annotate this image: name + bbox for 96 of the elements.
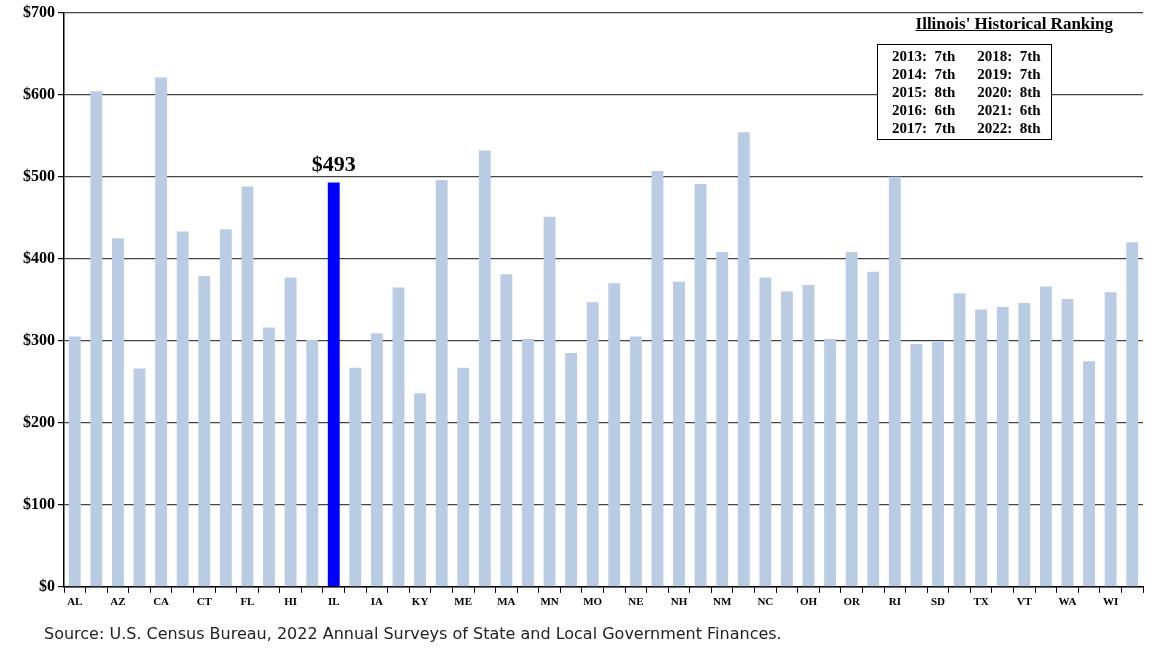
x-tick-label: MO: [583, 595, 603, 608]
bar: [500, 274, 513, 587]
bar: [1104, 292, 1117, 587]
x-tick-label: IL: [327, 595, 340, 608]
x-tick-label: WA: [1058, 595, 1077, 608]
x-tick-label: NH: [670, 595, 688, 608]
x-tick-label: MN: [540, 595, 559, 608]
bar: [457, 367, 470, 587]
y-tick-label: $0: [39, 576, 55, 594]
bar: [435, 179, 448, 587]
x-tick-label: AL: [67, 595, 83, 608]
bar: [975, 309, 988, 587]
bar: [737, 132, 750, 587]
bar: [370, 333, 383, 587]
bar: [198, 275, 211, 587]
bar: [781, 291, 793, 587]
x-tick-label: HI: [284, 595, 298, 608]
bar: [694, 184, 707, 587]
x-tick-label: FL: [240, 595, 255, 608]
source-note: Source: U.S. Census Bureau, 2022 Annual Surveys of State and Local Government Finances.: [44, 624, 782, 643]
bar: [241, 186, 254, 587]
bar: [932, 341, 944, 587]
bar: [996, 307, 1009, 587]
bar: [759, 277, 772, 587]
bar: [1061, 298, 1074, 587]
y-tick-label: $500: [23, 166, 55, 184]
bar: [1126, 242, 1139, 587]
bar: [802, 284, 815, 587]
annotation: 2015: 8th: [892, 83, 956, 101]
bar: [673, 281, 685, 587]
x-tick-label: IA: [370, 595, 384, 608]
y-tick-label: $400: [23, 248, 55, 266]
annotation: 2018: 7th: [977, 47, 1041, 65]
x-tick-label: CA: [153, 595, 170, 608]
bar: [845, 252, 858, 587]
annotation: 2020: 8th: [977, 83, 1041, 101]
bar: [68, 336, 81, 587]
annotation: 2019: 7th: [977, 65, 1041, 83]
bar: [414, 393, 426, 587]
bar: [176, 231, 189, 587]
bar: [263, 327, 275, 587]
bar: [306, 339, 319, 587]
x-tick-label: KY: [411, 595, 429, 608]
bar: [478, 150, 491, 587]
y-tick-label: $600: [23, 84, 55, 102]
bar: [219, 229, 232, 587]
bar: [716, 252, 729, 587]
x-tick-label: CT: [196, 595, 213, 608]
annotation: 2017: 7th: [892, 119, 956, 137]
annotation: 2013: 7th: [892, 47, 956, 65]
data-label: $493: [311, 151, 356, 177]
bar: [1083, 361, 1095, 587]
bar: [953, 293, 966, 587]
annotation: 2021: 6th: [977, 101, 1041, 119]
x-tick-label: NE: [628, 595, 644, 608]
x-tick-label: RI: [888, 595, 901, 608]
x-tick-label: AZ: [110, 595, 126, 608]
bar: [586, 302, 599, 587]
bar: [867, 271, 880, 587]
bar: [888, 176, 901, 587]
bar: [1018, 302, 1031, 587]
bar: [565, 353, 578, 587]
x-tick-label: WI: [1102, 595, 1119, 608]
annotation: 2014: 7th: [892, 65, 956, 83]
x-tick-label: SD: [930, 595, 946, 608]
bar: [90, 91, 103, 587]
bar: [133, 368, 146, 587]
y-tick-label: $200: [23, 412, 55, 430]
bar: [155, 77, 168, 587]
bar: [349, 367, 362, 587]
bar: [112, 238, 124, 587]
x-tick-label: NC: [757, 595, 774, 608]
x-tick-label: ME: [454, 595, 473, 608]
bar: [392, 287, 405, 587]
bar: [522, 339, 534, 587]
bar: [824, 339, 837, 587]
annotation: 2022: 8th: [977, 119, 1041, 137]
bar: [629, 336, 642, 587]
x-tick-label: VT: [1016, 595, 1033, 608]
bar: [327, 182, 340, 587]
bar: [910, 344, 923, 587]
bar: [1039, 286, 1052, 587]
y-tick-label: $300: [23, 330, 55, 348]
y-tick-label: $100: [23, 494, 55, 512]
annotation: Illinois' Historical Ranking: [915, 14, 1113, 34]
x-tick-label: MA: [497, 595, 516, 608]
bar: [284, 277, 297, 587]
bar: [543, 216, 556, 587]
bar: [608, 283, 621, 587]
x-tick-label: OH: [799, 595, 818, 608]
bar: [651, 170, 664, 587]
x-tick-label: NM: [713, 595, 732, 608]
annotation: 2016: 6th: [892, 101, 956, 119]
x-tick-label: OR: [843, 595, 861, 608]
y-tick-label: $700: [23, 2, 55, 20]
x-tick-label: TX: [973, 595, 989, 608]
